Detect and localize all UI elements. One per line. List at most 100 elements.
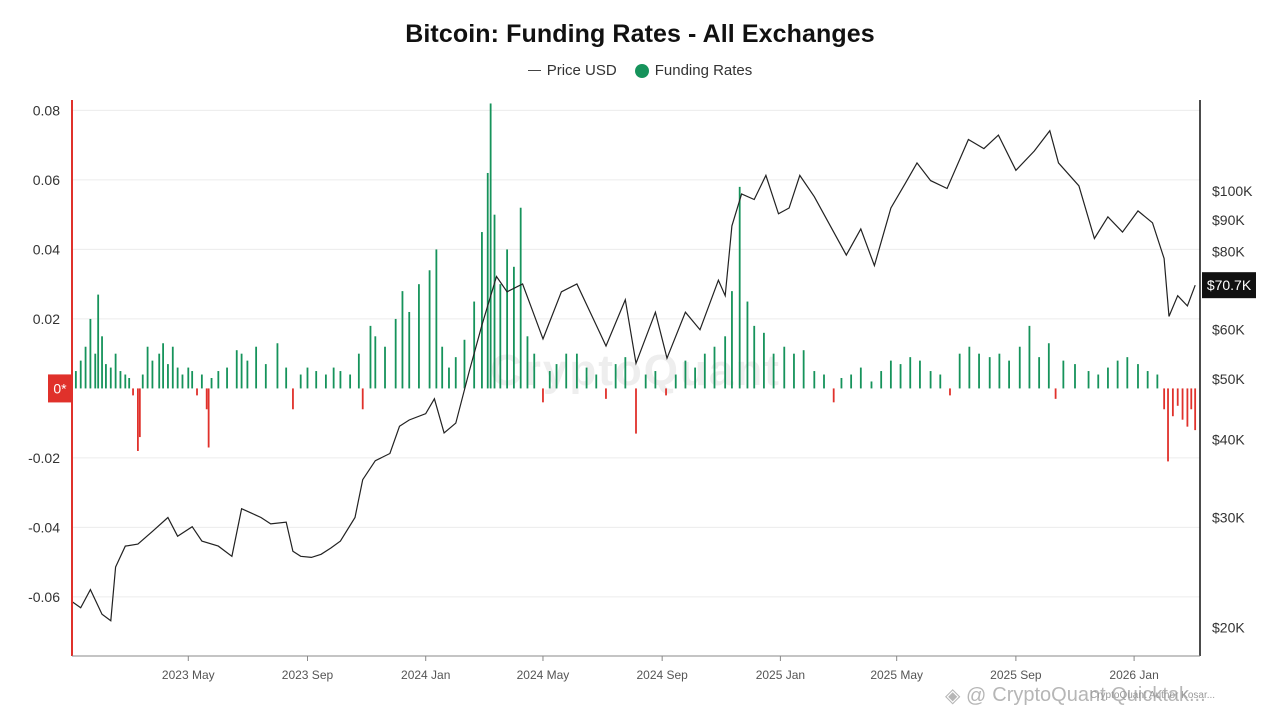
left-tick-label: 0.04 bbox=[33, 241, 60, 257]
funding-bar bbox=[899, 364, 902, 389]
left-tick-label: -0.06 bbox=[28, 589, 60, 605]
funding-bar bbox=[369, 325, 372, 389]
funding-bar bbox=[441, 346, 444, 389]
funding-bar bbox=[226, 367, 228, 389]
funding-bar bbox=[1176, 388, 1179, 406]
funding-bar bbox=[1181, 388, 1184, 420]
funding-bar bbox=[1190, 388, 1193, 410]
current-price-label: $70.7K bbox=[1207, 277, 1252, 293]
funding-bar bbox=[1018, 346, 1021, 389]
watermark-author: CryptoQuant Author Kosar... bbox=[1090, 690, 1216, 701]
x-tick-label: 2026 Jan bbox=[1109, 668, 1158, 682]
left-tick-label: -0.02 bbox=[28, 450, 60, 466]
funding-bar bbox=[1137, 364, 1139, 389]
right-tick-label: $30K bbox=[1212, 510, 1245, 526]
funding-bar bbox=[958, 353, 961, 389]
funding-bar bbox=[1167, 388, 1169, 462]
funding-bar bbox=[1074, 364, 1076, 389]
funding-bar bbox=[793, 353, 795, 389]
funding-bar bbox=[114, 353, 117, 389]
right-tick-label: $50K bbox=[1212, 371, 1245, 387]
gridlines bbox=[72, 109, 1200, 598]
funding-bar bbox=[264, 364, 267, 389]
x-tick-label: 2025 May bbox=[870, 668, 923, 682]
funding-bar bbox=[1194, 388, 1197, 431]
funding-bar bbox=[124, 374, 127, 389]
legend-label-price: Price USD bbox=[546, 62, 617, 79]
funding-bar bbox=[526, 336, 529, 389]
funding-bar bbox=[79, 360, 82, 389]
funding-bar bbox=[1038, 357, 1041, 389]
funding-bar bbox=[1047, 343, 1050, 389]
funding-bar bbox=[394, 318, 397, 389]
funding-bar bbox=[176, 367, 179, 389]
funding-bar bbox=[840, 378, 843, 389]
funding-bar bbox=[200, 374, 203, 389]
funding-bar bbox=[299, 374, 302, 389]
funding-bar bbox=[94, 353, 97, 389]
funding-bar bbox=[506, 249, 509, 389]
funding-bar bbox=[674, 374, 677, 389]
funding-bar bbox=[605, 388, 607, 399]
funding-bar bbox=[207, 388, 210, 448]
funding-bar bbox=[138, 388, 141, 438]
funding-bar bbox=[276, 343, 279, 389]
funding-bar bbox=[1062, 360, 1065, 389]
x-axis: 2023 May 2023 Sep 2024 Jan 2024 May 2024 Sep… bbox=[72, 655, 1200, 682]
funding-bar bbox=[255, 346, 258, 389]
legend: Price USD Funding Rates bbox=[0, 62, 1280, 79]
funding-bar bbox=[555, 364, 558, 389]
funding-bar bbox=[746, 301, 749, 389]
legend-item-price[interactable]: Price USD bbox=[527, 62, 617, 79]
funding-bar bbox=[493, 214, 496, 389]
funding-bar bbox=[1186, 388, 1189, 427]
funding-bar bbox=[823, 374, 825, 389]
x-tick-label: 2023 May bbox=[162, 668, 215, 682]
funding-bar bbox=[783, 346, 786, 389]
funding-bar bbox=[84, 346, 87, 389]
funding-bar bbox=[473, 301, 476, 389]
right-tick-label: $80K bbox=[1212, 244, 1245, 260]
funding-bar bbox=[361, 388, 364, 410]
funding-bar bbox=[285, 367, 288, 389]
legend-item-funding[interactable]: Funding Rates bbox=[634, 62, 752, 79]
funding-bar bbox=[167, 364, 169, 389]
funding-bar bbox=[196, 388, 198, 396]
funding-bar bbox=[315, 371, 318, 389]
funding-bar bbox=[624, 357, 627, 389]
x-tick-label: 2025 Jan bbox=[756, 668, 805, 682]
funding-bar bbox=[644, 374, 647, 389]
funding-bar bbox=[158, 353, 161, 389]
funding-bar bbox=[89, 318, 92, 389]
price-line bbox=[71, 129, 1196, 622]
funding-bar bbox=[1028, 325, 1031, 389]
funding-bar bbox=[141, 374, 144, 389]
funding-bar bbox=[74, 371, 77, 389]
funding-bar bbox=[401, 291, 404, 389]
funding-bar bbox=[435, 249, 438, 389]
funding-bar bbox=[119, 371, 122, 389]
funding-bar bbox=[614, 364, 617, 389]
right-tick-label: $40K bbox=[1212, 432, 1245, 448]
funding-bar bbox=[968, 346, 971, 389]
funding-bar bbox=[384, 346, 386, 389]
funding-bar bbox=[171, 346, 174, 389]
right-tick-label: $90K bbox=[1212, 212, 1245, 228]
funding-bar bbox=[1146, 371, 1149, 389]
watermark-text: CryptoQuant Quicktak... bbox=[992, 684, 1206, 706]
legend-line-swatch bbox=[527, 69, 541, 72]
funding-bar bbox=[454, 357, 457, 389]
right-tick-label: $100K bbox=[1212, 183, 1253, 199]
funding-bar bbox=[489, 103, 492, 389]
funding-bar bbox=[481, 232, 483, 389]
x-tick-label: 2023 Sep bbox=[282, 668, 334, 682]
funding-bar bbox=[151, 360, 154, 389]
funding-bar bbox=[635, 388, 637, 434]
funding-bar bbox=[132, 388, 134, 396]
current-price-badge bbox=[1202, 272, 1256, 299]
funding-bar bbox=[832, 388, 835, 403]
funding-bar bbox=[324, 374, 327, 389]
funding-bar bbox=[665, 388, 667, 396]
funding-bar bbox=[408, 311, 411, 389]
